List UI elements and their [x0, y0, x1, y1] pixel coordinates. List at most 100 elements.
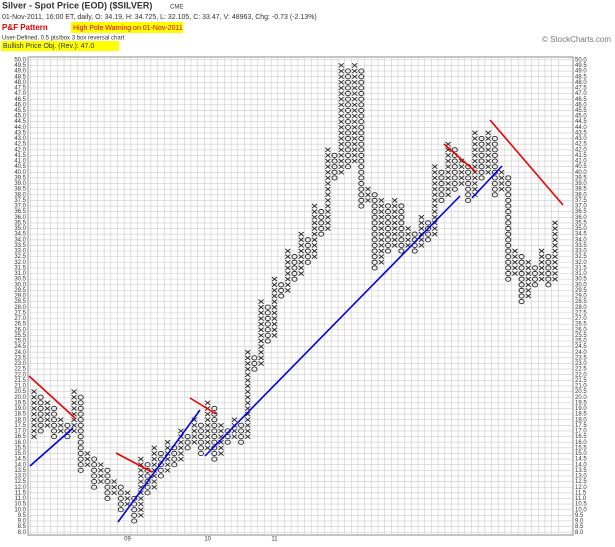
o-box [505, 231, 512, 237]
copyright: © StockCharts.com [542, 35, 611, 44]
y-tick-label: 35.0 [575, 226, 587, 232]
x-box [191, 422, 198, 428]
x-box [338, 113, 345, 119]
o-box [358, 175, 365, 181]
y-tick-label: 34.5 [14, 232, 26, 238]
y-tick-label: 30.5 [575, 277, 587, 283]
y-tick-label: 37.5 [14, 198, 26, 204]
x-box [204, 439, 211, 445]
x-box [284, 265, 291, 271]
x-box [351, 96, 358, 102]
x-box [351, 141, 358, 147]
x-box [338, 158, 345, 164]
o-box [344, 164, 351, 170]
y-tick-label: 37.0 [14, 204, 26, 210]
x-box [244, 377, 251, 383]
x-box [298, 231, 305, 237]
x-box [485, 136, 492, 142]
pnf-column [472, 130, 478, 198]
x-box [351, 158, 358, 164]
o-box [505, 225, 512, 232]
x-box [138, 501, 144, 507]
o-box [451, 169, 458, 175]
y-tick-label: 48.5 [14, 74, 26, 80]
y-tick-label: 9.0 [18, 519, 27, 525]
pnf-column [104, 467, 111, 502]
pnf-column [318, 209, 325, 237]
x-box [258, 327, 264, 333]
x-box [298, 237, 305, 243]
y-tick-label: 10.5 [575, 502, 587, 508]
quote: 01-Nov-2011, 16:00 ET, daily, O: 34.19, … [2, 14, 317, 21]
o-box [197, 434, 204, 440]
x-box [338, 79, 345, 85]
o-box [291, 259, 298, 265]
x-box [164, 445, 171, 451]
pnf-column [57, 417, 64, 434]
y-tick-label: 48.5 [575, 74, 587, 80]
x-box [472, 186, 478, 192]
o-box [465, 180, 472, 187]
x-box [472, 158, 478, 164]
x-box [552, 259, 558, 265]
y-tick-label: 36.0 [575, 215, 587, 221]
x-box [124, 490, 131, 496]
o-box [344, 74, 351, 80]
o-box [77, 428, 84, 434]
o-box [344, 152, 351, 158]
y-tick-label: 49.0 [575, 69, 587, 75]
o-box [331, 169, 338, 175]
x-box [151, 450, 158, 456]
pnf-column [325, 147, 331, 231]
support-line [29, 427, 74, 467]
o-box [304, 248, 311, 254]
pnf-column [71, 389, 77, 434]
title: Silver - Spot Price (EOD) ($SILVER) [2, 0, 152, 10]
o-box [505, 248, 512, 254]
x-box [284, 287, 291, 293]
pnf-column [184, 434, 191, 451]
o-box [104, 495, 111, 502]
y-tick-label: 9.5 [575, 513, 584, 519]
x-box [338, 96, 345, 102]
o-box [344, 68, 351, 74]
y-tick-label: 16.0 [14, 440, 26, 446]
o-box [518, 254, 525, 260]
x-box [325, 164, 331, 170]
o-box [505, 237, 512, 243]
y-tick-label: 43.0 [14, 136, 26, 142]
x-box [458, 169, 465, 175]
o-box [304, 259, 311, 265]
x-box [231, 417, 238, 423]
x-box [164, 462, 171, 468]
o-box [491, 158, 498, 164]
x-box [138, 473, 144, 479]
x-box [338, 169, 345, 175]
o-box [491, 135, 498, 142]
pnf-column [211, 405, 218, 462]
o-box [77, 456, 84, 462]
o-box [451, 175, 458, 181]
x-box [485, 169, 492, 175]
x-box [325, 175, 331, 181]
o-box [344, 85, 351, 91]
o-box [77, 400, 84, 406]
x-box [31, 428, 37, 434]
y-tick-label: 34.5 [575, 232, 587, 238]
pnf-column [138, 456, 144, 518]
o-box [358, 119, 365, 125]
x-box [204, 400, 211, 406]
x-box [512, 259, 518, 265]
pnf-column [124, 490, 131, 507]
x-box [311, 237, 318, 243]
y-tick-label: 29.0 [575, 294, 587, 300]
y-tick-label: 23.0 [14, 361, 26, 367]
y-tick-label: 41.0 [575, 159, 587, 165]
o-box [371, 254, 378, 260]
x-box [498, 175, 505, 181]
o-box [104, 490, 111, 496]
x-box [271, 310, 278, 316]
x-box [44, 400, 51, 406]
o-box [438, 192, 445, 198]
o-box [451, 147, 458, 153]
